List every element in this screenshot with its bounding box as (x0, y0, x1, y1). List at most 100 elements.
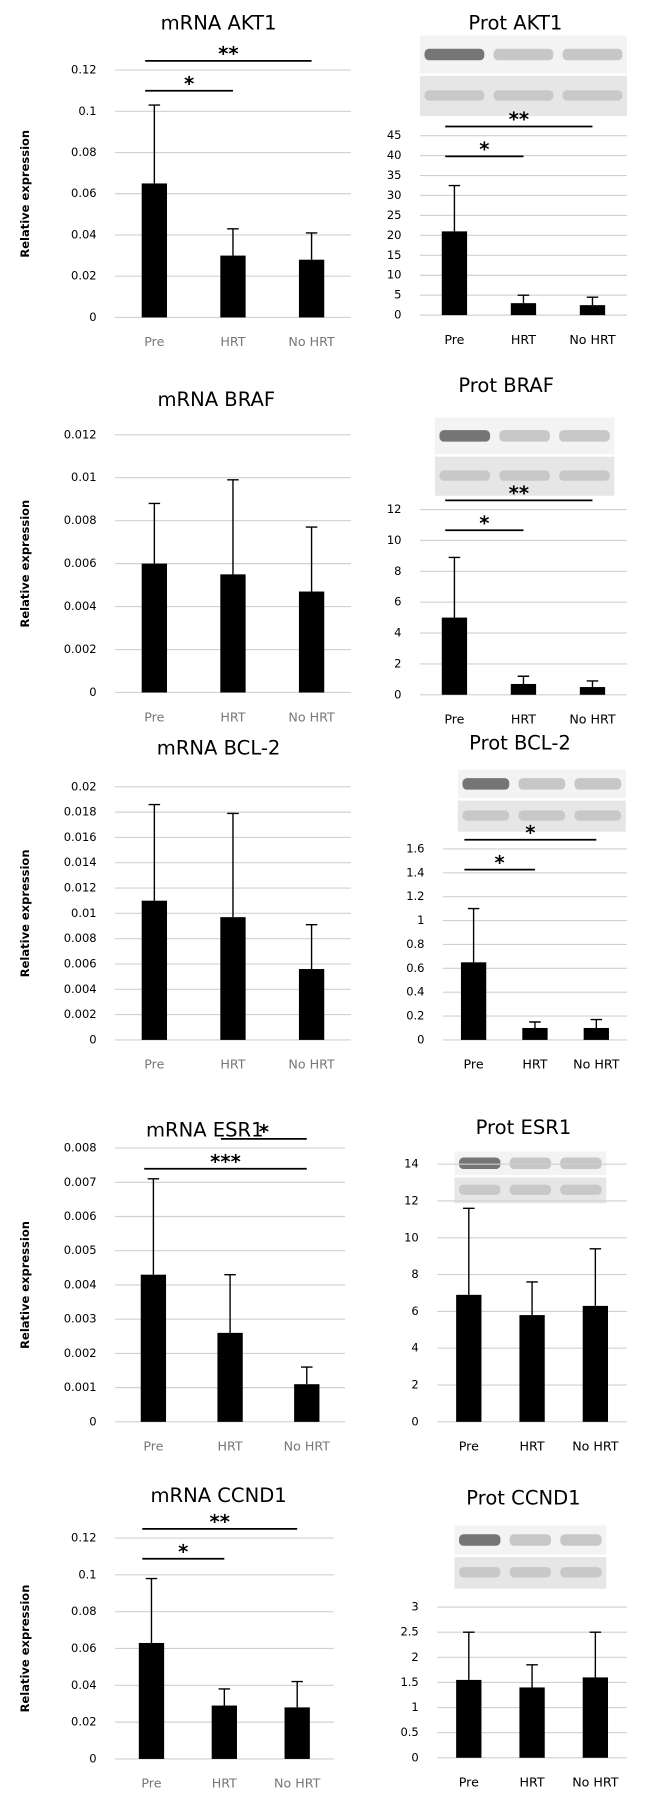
blot-band (562, 48, 623, 61)
x-tick-label: HRT (511, 712, 536, 727)
x-tick-label: No HRT (274, 1776, 321, 1791)
significance-label: ** (218, 43, 238, 66)
x-tick-label: Pre (144, 709, 164, 724)
y-tick-label: 2.5 (400, 1625, 418, 1639)
significance-label: * (184, 73, 194, 96)
y-tick-label: 0 (89, 1032, 96, 1046)
blot-band (509, 1184, 552, 1195)
y-tick-label: 2 (411, 1650, 418, 1664)
y-tick-label: 0.06 (71, 186, 97, 200)
blot-band (424, 90, 485, 101)
x-tick-label: No HRT (288, 334, 335, 349)
y-tick-label: 10 (387, 533, 402, 547)
y-tick-label: 0.002 (64, 1346, 97, 1360)
y-tick-label: 0.12 (71, 1531, 97, 1545)
x-tick-label: HRT (220, 1057, 245, 1072)
error-bar (590, 1018, 603, 1028)
y-tick-label: 14 (404, 1157, 419, 1171)
bar (141, 563, 168, 693)
bar (579, 687, 606, 695)
error-bar (517, 294, 530, 304)
bar (522, 1027, 548, 1040)
chart-title: mRNA BCL-2 (157, 736, 281, 759)
chart-title: Prot ESR1 (476, 1116, 572, 1139)
x-tick-label: Pre (464, 1057, 484, 1072)
error-bar (305, 526, 318, 592)
y-tick-label: 1.5 (400, 1675, 418, 1689)
y-tick-label: 0.6 (406, 961, 424, 975)
significance-label: *** (210, 1151, 241, 1174)
error-bar (586, 680, 599, 688)
blot-band (424, 48, 485, 61)
error-bar (305, 924, 318, 970)
error-bar (586, 296, 599, 306)
y-tick-label: 0 (89, 1751, 96, 1765)
y-tick-label: 0.016 (64, 830, 97, 844)
y-tick-label: 0.004 (64, 982, 97, 996)
bar (441, 617, 468, 695)
y-tick-label: 0.12 (71, 63, 97, 77)
significance-label: * (178, 1540, 188, 1563)
bar (583, 1027, 609, 1040)
y-tick-label: 30 (387, 188, 402, 202)
blot-band (462, 810, 510, 821)
bar (456, 1294, 482, 1422)
x-tick-label: HRT (520, 1439, 545, 1454)
y-tick-label: 0.1 (78, 1567, 96, 1581)
y-tick-label: 0.014 (64, 855, 97, 869)
y-tick-label: 0 (411, 1414, 418, 1428)
y-tick-label: 0.02 (71, 1715, 97, 1729)
significance-label: * (525, 821, 535, 844)
y-axis-label: Relative expression (18, 500, 32, 628)
y-tick-label: 6 (394, 595, 401, 609)
error-bar (148, 803, 161, 901)
chart-title: mRNA AKT1 (161, 12, 277, 35)
bar (441, 231, 468, 316)
blot-band (560, 1567, 602, 1578)
bar (460, 962, 487, 1040)
blot-band (439, 470, 491, 481)
x-tick-label: No HRT (288, 709, 335, 724)
y-tick-label: 1 (411, 1700, 418, 1714)
y-tick-label: 0.2 (406, 1009, 424, 1023)
blot-band (493, 90, 554, 101)
blot-band (459, 1567, 501, 1578)
error-bar (448, 184, 461, 232)
bar (138, 1642, 165, 1759)
bar (217, 1332, 243, 1422)
x-tick-label: HRT (522, 1057, 547, 1072)
x-tick-label: Pre (444, 332, 464, 347)
significance-label: * (495, 851, 505, 874)
y-tick-label: 35 (387, 168, 402, 182)
y-tick-label: 45 (387, 128, 402, 142)
bar (141, 900, 168, 1040)
error-bar (526, 1664, 538, 1688)
y-tick-label: 0.003 (64, 1312, 97, 1326)
y-axis-label: Relative expression (18, 849, 32, 977)
bar (220, 574, 246, 693)
blot-band (459, 1157, 501, 1170)
error-bar (291, 1680, 303, 1708)
bar (519, 1687, 545, 1758)
y-tick-label: 8 (411, 1267, 418, 1281)
y-tick-label: 15 (387, 248, 402, 262)
x-tick-label: HRT (220, 709, 245, 724)
y-tick-label: 12 (387, 502, 402, 516)
bar (211, 1705, 237, 1759)
y-tick-label: 3 (411, 1600, 418, 1614)
bar (298, 259, 325, 318)
y-tick-label: 0.001 (64, 1380, 97, 1394)
x-tick-label: No HRT (573, 1057, 620, 1072)
y-tick-label: 0.006 (64, 956, 97, 970)
x-tick-label: No HRT (569, 332, 616, 347)
y-tick-label: 10 (387, 268, 402, 282)
bar (579, 305, 606, 316)
y-tick-label: 0.06 (71, 1641, 97, 1655)
x-tick-label: HRT (511, 332, 536, 347)
error-bar (145, 1577, 158, 1643)
y-tick-label: 0.005 (64, 1243, 97, 1257)
bar (582, 1305, 609, 1422)
y-tick-label: 0 (417, 1032, 424, 1046)
y-tick-label: 0 (89, 310, 96, 324)
y-tick-label: 0.4 (406, 985, 424, 999)
